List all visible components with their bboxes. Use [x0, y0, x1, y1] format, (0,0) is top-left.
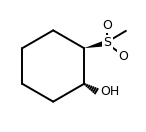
Polygon shape	[84, 40, 108, 48]
Text: S: S	[103, 36, 111, 49]
Text: O: O	[102, 19, 112, 32]
Text: OH: OH	[101, 85, 120, 98]
Text: O: O	[118, 50, 128, 63]
